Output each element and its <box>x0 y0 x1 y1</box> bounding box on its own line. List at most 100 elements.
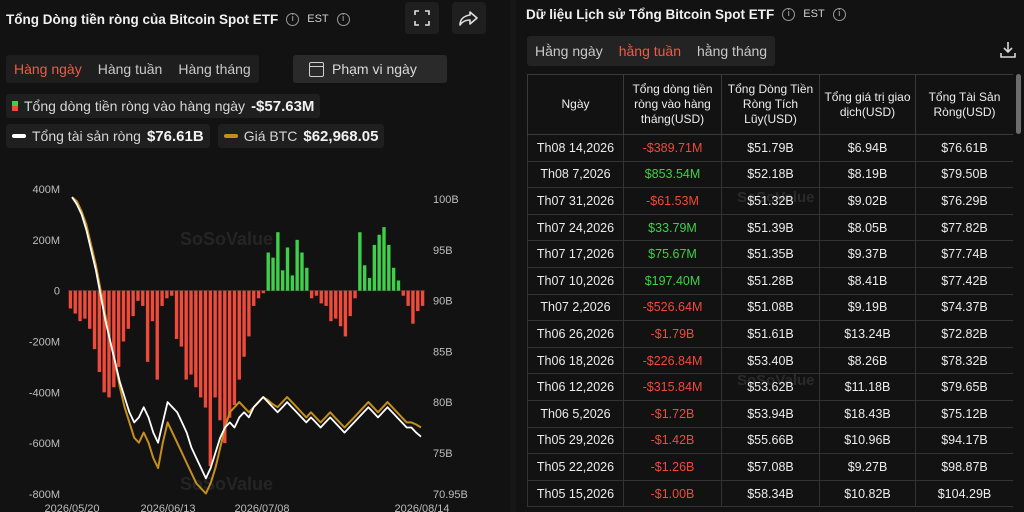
info-icon[interactable]: i <box>336 12 350 26</box>
netflow-bar[interactable] <box>416 290 420 311</box>
legend-netflow[interactable]: Tổng dòng tiền ròng vào hàng ngày -$57.6… <box>6 94 321 118</box>
netflow-bar[interactable] <box>261 290 266 294</box>
netflow-bar[interactable] <box>420 290 425 306</box>
netflow-bar[interactable] <box>83 290 87 319</box>
table-row[interactable]: Th07 10,2026 $197.40M $51.28B $8.41B $77.42B <box>527 266 1013 295</box>
netflow-bar[interactable] <box>242 290 246 357</box>
netflow-bar[interactable] <box>150 290 155 322</box>
netflow-bar[interactable] <box>126 290 130 329</box>
netflow-bar[interactable] <box>247 290 251 337</box>
table-row[interactable]: Th05 22,2026 -$1.26B $57.08B $9.27B $98.87B <box>527 453 1013 481</box>
netflow-bar[interactable] <box>285 247 290 291</box>
netflow-bar[interactable] <box>97 290 102 372</box>
netflow-bar[interactable] <box>136 290 140 301</box>
legend-assets[interactable]: Tổng tài sản ròng $76.61B <box>6 124 210 148</box>
tab-weekly[interactable]: Hàng tuần <box>97 61 163 77</box>
tab-monthly[interactable]: Hàng tháng <box>178 61 251 77</box>
column-header-cumulative[interactable]: Tổng Dòng Tiền Ròng Tích Lũy(USD) <box>721 74 820 135</box>
netflow-bar[interactable] <box>266 252 270 291</box>
netflow-bar[interactable] <box>218 290 222 421</box>
netflow-bar[interactable] <box>78 290 82 322</box>
date-range-button[interactable]: Phạm vi ngày <box>293 55 447 83</box>
netflow-bar[interactable] <box>174 290 179 339</box>
table-row[interactable]: Th05 29,2026 -$1.42B $55.66B $10.96B $94.17B <box>527 426 1013 455</box>
netflow-bar[interactable] <box>271 257 275 291</box>
download-icon[interactable] <box>998 40 1018 60</box>
netflow-bar[interactable] <box>170 290 174 296</box>
netflow-bar[interactable] <box>256 290 261 299</box>
netflow-bar[interactable] <box>102 290 106 393</box>
netflow-bar[interactable] <box>131 290 135 317</box>
netflow-bar[interactable] <box>88 290 92 329</box>
column-header-flow[interactable]: Tổng dòng tiền ròng vào hàng tháng(USD) <box>623 74 722 135</box>
legend-btc[interactable]: Giá BTC $62,968.05 <box>217 124 385 148</box>
netflow-bar[interactable] <box>305 267 309 291</box>
netflow-bar[interactable] <box>165 290 169 299</box>
netflow-bar[interactable] <box>189 290 193 375</box>
netflow-bar[interactable] <box>353 290 357 299</box>
table-row[interactable]: Th06 26,2026 -$1.79B $51.61B $13.24B $72.82B <box>527 320 1013 348</box>
netflow-bar[interactable] <box>145 290 150 362</box>
netflow-bar[interactable] <box>68 290 73 309</box>
table-row[interactable]: Th08 7,2026 $853.54M $52.18B $8.19B $79.50B <box>527 160 1013 189</box>
netflow-bar[interactable] <box>184 290 188 380</box>
netflow-bar[interactable] <box>411 290 415 324</box>
netflow-bar[interactable] <box>334 290 338 319</box>
netflow-bar[interactable] <box>198 290 203 398</box>
table-row[interactable]: Th07 2,2026 -$526.64M $51.08B $9.19B $74.37B <box>527 293 1013 322</box>
netflow-bar[interactable] <box>396 280 401 291</box>
table-row[interactable]: Th07 24,2026 $33.79M $51.39B $8.05B $77.82B <box>527 213 1013 242</box>
table-row[interactable]: Th07 31,2026 -$61.53M $51.32B $9.02B $76.29B <box>527 187 1013 215</box>
netflow-bar[interactable] <box>348 290 352 317</box>
netflow-bar[interactable] <box>141 290 145 306</box>
fullscreen-button[interactable] <box>405 2 439 34</box>
netflow-bar[interactable] <box>107 290 111 398</box>
netflow-bar[interactable] <box>213 290 217 398</box>
netflow-bar[interactable] <box>382 227 386 291</box>
netflow-bar[interactable] <box>406 290 410 306</box>
btc-price-line[interactable] <box>71 196 422 495</box>
netflow-bar[interactable] <box>391 267 396 291</box>
table-row[interactable]: Th08 14,2026 -$389.71M $51.79B $6.94B $76.61… <box>527 134 1013 162</box>
netflow-bar[interactable] <box>387 244 391 291</box>
netflow-bar[interactable] <box>290 275 295 291</box>
netflow-bar[interactable] <box>300 252 304 291</box>
table-row[interactable]: Th06 18,2026 -$226.84M $53.40B $8.26B $78.32… <box>527 346 1013 375</box>
netflow-bar[interactable] <box>367 277 372 291</box>
column-header-date[interactable]: Ngày <box>527 74 624 135</box>
share-button[interactable] <box>452 2 486 34</box>
netflow-bar[interactable] <box>401 290 405 296</box>
netflow-bar[interactable] <box>377 234 381 291</box>
netflow-bar[interactable] <box>276 232 280 291</box>
netflow-bar[interactable] <box>112 290 116 388</box>
netflow-chart[interactable]: SoSoValue SoSoValue 400M 200M 0 -200M -400M -6… <box>0 170 510 512</box>
info-icon[interactable]: i <box>832 7 846 21</box>
tab-daily[interactable]: Hằng ngày <box>535 43 603 59</box>
netflow-bar[interactable] <box>155 290 159 380</box>
column-header-volume[interactable]: Tổng giá trị giao dịch(USD) <box>819 74 916 135</box>
netflow-bar[interactable] <box>223 290 227 444</box>
table-row[interactable]: Th07 17,2026 $75.67M $51.35B $9.37B $77.74B <box>527 240 1013 268</box>
table-row[interactable]: Th06 12,2026 -$315.84M $53.62B $11.18B $79.6… <box>527 373 1013 401</box>
netflow-bar[interactable] <box>309 290 314 299</box>
netflow-bar[interactable] <box>227 290 232 418</box>
table-row[interactable]: Th05 15,2026 -$1.00B $58.34B $10.82B $104.29… <box>527 479 1013 508</box>
netflow-bar[interactable] <box>324 290 328 306</box>
netflow-bar[interactable] <box>314 290 319 296</box>
netflow-bar[interactable] <box>203 290 208 408</box>
tab-weekly[interactable]: hằng tuần <box>618 43 682 59</box>
netflow-bar[interactable] <box>358 232 362 291</box>
netflow-bar[interactable] <box>92 290 97 350</box>
info-icon[interactable]: i <box>782 7 796 21</box>
table-row[interactable]: Th06 5,2026 -$1.72B $53.94B $18.43B $75.12B <box>527 399 1013 428</box>
netflow-bar[interactable] <box>343 290 348 337</box>
netflow-bar[interactable] <box>319 290 323 304</box>
netflow-bar[interactable] <box>179 290 184 347</box>
netflow-bar[interactable] <box>252 290 256 306</box>
netflow-bar[interactable] <box>329 290 333 322</box>
netflow-bar[interactable] <box>73 290 77 314</box>
netflow-bar[interactable] <box>232 290 237 406</box>
netflow-bar[interactable] <box>280 270 285 291</box>
net-assets-line[interactable] <box>71 196 422 480</box>
netflow-bar[interactable] <box>208 290 213 467</box>
